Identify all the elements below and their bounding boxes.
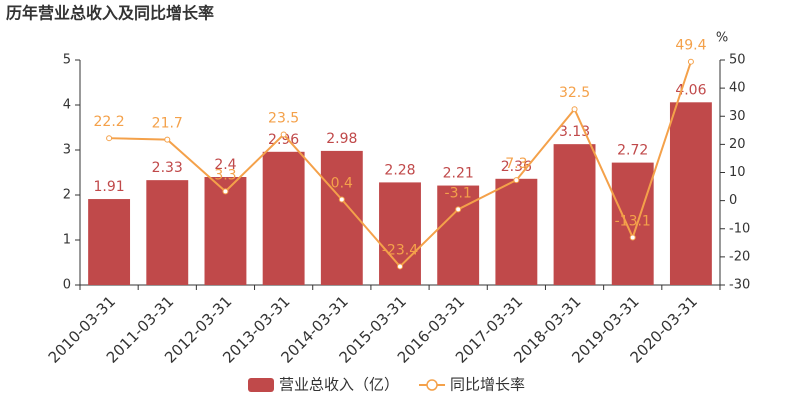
y2-tick-label: 50 (729, 53, 746, 68)
line-point (397, 263, 403, 270)
line-point (629, 234, 636, 241)
y-tick-label: 5 (63, 53, 71, 68)
line-point (106, 135, 113, 142)
line-point (513, 177, 520, 184)
line-value-label: 7.3 (505, 156, 527, 172)
bar (495, 178, 538, 285)
y-tick-label: 4 (63, 98, 71, 113)
line-value-label: 3.3 (214, 167, 236, 183)
bar (611, 162, 654, 285)
line-point (687, 58, 694, 65)
bar-value-label: 2.28 (384, 162, 415, 178)
y-tick-label: 1 (63, 233, 71, 248)
bar-value-label: 2.4 (214, 157, 236, 173)
line-point (571, 106, 578, 113)
bar-value-label: 1.91 (94, 179, 125, 195)
line-value-label: 49.4 (675, 38, 706, 54)
bar-value-label: 2.72 (617, 143, 648, 159)
line-point (455, 206, 462, 213)
legend-label: 营业总收入（亿） (279, 376, 399, 394)
y-tick-label: 3 (63, 143, 71, 158)
line-value-label: 23.5 (268, 111, 299, 127)
bar-value-label: 2.21 (443, 166, 474, 182)
y2-tick-label: 30 (729, 109, 746, 124)
bar-value-label: 2.98 (326, 131, 357, 147)
bar-value-label: 2.33 (152, 160, 183, 176)
bar (146, 180, 189, 285)
line-value-label: -13.1 (615, 213, 651, 229)
line-value-label: 0.4 (331, 176, 353, 192)
line-point (338, 196, 345, 203)
y2-tick-label: 20 (729, 137, 746, 152)
y-tick-label: 0 (63, 278, 71, 293)
bar (320, 150, 363, 285)
legend-swatch (426, 379, 438, 391)
legend-swatch (248, 378, 274, 392)
line-value-label: -3.1 (445, 185, 472, 201)
y2-tick-label: -30 (729, 278, 750, 293)
y2-tick-label: -20 (729, 249, 750, 264)
line-point (222, 188, 229, 195)
y2-tick-label: 0 (729, 193, 737, 208)
bar (553, 144, 596, 285)
legend-label: 同比增长率 (450, 376, 525, 394)
line-point (164, 136, 171, 143)
line-value-label: -23.4 (382, 242, 418, 258)
line-point (280, 131, 287, 138)
line-value-label: 22.2 (94, 114, 125, 130)
chart-title: 历年营业总收入及同比增长率 (6, 4, 214, 23)
line-value-label: 21.7 (152, 116, 183, 132)
bar (669, 102, 712, 285)
line-value-label: 32.5 (559, 85, 590, 101)
y-tick-label: 2 (63, 188, 71, 203)
bar (204, 177, 247, 285)
y2-tick-label: 10 (729, 165, 746, 180)
bar (262, 151, 305, 285)
y2-axis-label: % (716, 31, 728, 46)
bar (88, 199, 131, 285)
bar (379, 182, 421, 285)
y2-tick-label: 40 (729, 81, 746, 96)
y2-tick-label: -10 (729, 221, 750, 236)
